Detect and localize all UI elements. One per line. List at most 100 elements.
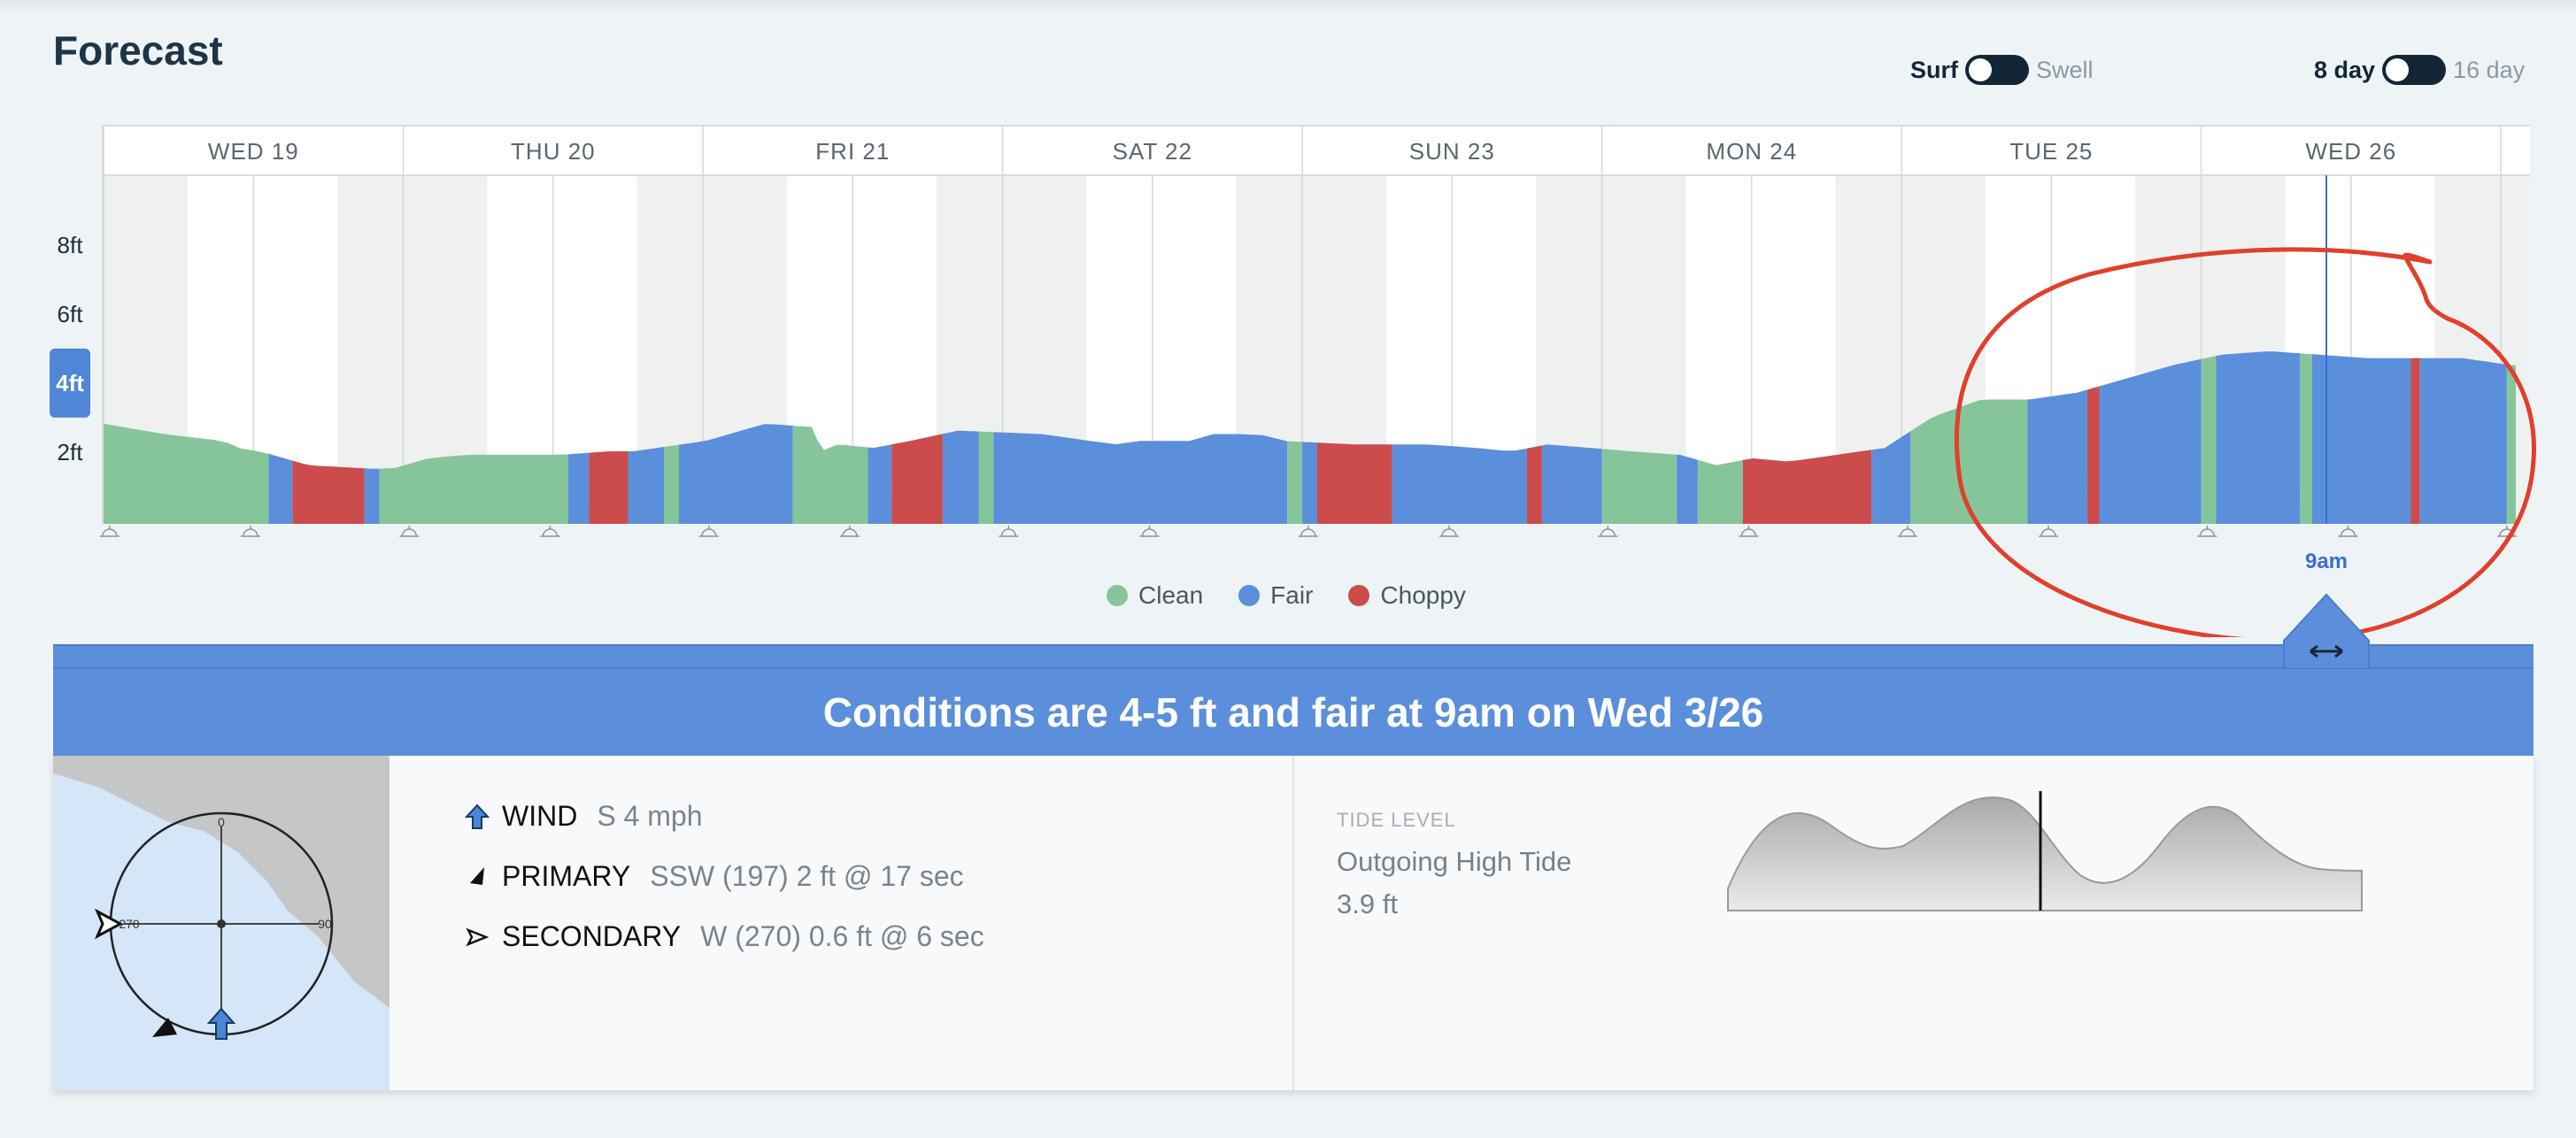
sunset-icon (999, 526, 1019, 537)
day-label-2: FRI 21 (815, 138, 890, 165)
16-day-label[interactable]: 16 day (2453, 56, 2526, 83)
spot-compass-map: 0 90 270 (53, 756, 389, 1090)
condition-segment-clean (1287, 441, 1303, 524)
condition-segment-fair (2099, 358, 2202, 524)
condition-segment-fair (1302, 442, 1317, 524)
primary-swell-arrow-icon (152, 1018, 177, 1037)
sunset-icon (1897, 526, 1917, 537)
condition-segment-fair (1392, 444, 1527, 524)
condition-segment-choppy (2410, 358, 2420, 524)
condition-segment-fair (2419, 358, 2507, 524)
condition-segment-choppy (2086, 386, 2100, 524)
sunset-icon (1298, 526, 1318, 537)
day-label-4: SUN 23 (1409, 138, 1495, 165)
day-label-6: TUE 25 (2009, 138, 2093, 165)
sunset-icon (1598, 526, 1618, 537)
details-panel: 0 90 270 WIND S 4 mph PRIMARY SSW (197) … (53, 756, 2534, 1090)
conditions-banner: Conditions are 4-5 ft and fair at 9am on… (53, 644, 2534, 757)
condition-segment-clean (379, 454, 568, 524)
chart-legend: Clean Fair Choppy (1107, 581, 1501, 610)
day-range-toggle[interactable]: 8 day 16 day (2314, 55, 2525, 85)
condition-segment-choppy (292, 460, 365, 524)
sunset-icon (399, 526, 420, 537)
condition-segment-clean (2300, 353, 2312, 524)
sunrise-icon (839, 526, 860, 537)
condition-segment-fair (2027, 389, 2087, 524)
wind-row: WIND S 4 mph (465, 800, 702, 833)
forecast-chart[interactable]: 8ft 6ft 4ft 2ft WED 19 THU 20 FRI 21 SAT 22 SUN… (0, 0, 2576, 637)
condition-segment-clean (2506, 364, 2516, 524)
sunrise-icon (1739, 526, 1759, 537)
wind-value: S 4 mph (597, 800, 703, 832)
legend-clean: Clean (1107, 581, 1203, 610)
filled-arrow-icon (470, 866, 484, 885)
legend-clean-label: Clean (1138, 581, 1204, 609)
condition-segment-choppy (589, 451, 629, 524)
legend-fair-label: Fair (1270, 581, 1314, 609)
condition-segment-fair (364, 468, 380, 524)
condition-segment-clean (1707, 459, 1743, 524)
tide-level-label: TIDE LEVEL (1337, 809, 1456, 831)
time-scrubber-handle[interactable] (2282, 591, 2371, 669)
condition-segment-fair (268, 453, 293, 524)
switch-knob (2386, 58, 2410, 81)
switch-knob (1969, 58, 1992, 81)
land-shape (53, 756, 389, 1008)
legend-fair-dot (1238, 585, 1261, 606)
legend-clean-dot (1107, 585, 1128, 606)
swell-label[interactable]: Swell (2036, 56, 2094, 83)
surf-swell-switch[interactable] (1965, 55, 2029, 85)
condition-segment-clean (978, 431, 994, 524)
day-label-0: WED 19 (208, 138, 299, 165)
condition-segment-clean (1910, 399, 2028, 524)
condition-segment-clean (1601, 449, 1677, 524)
primary-value: SSW (197) 2 ft @ 17 sec (650, 860, 964, 892)
sunrise-icon (1139, 526, 1160, 537)
secondary-label: SECONDARY (502, 920, 682, 952)
condition-segment-clean (1697, 459, 1708, 524)
condition-segment-fair (2216, 351, 2301, 524)
drag-horizontal-icon (2310, 644, 2343, 658)
compass-n: 0 (218, 815, 225, 829)
y-tick-2ft: 2ft (58, 439, 84, 465)
compass-e: 90 (318, 917, 332, 931)
sunrise-icon (240, 526, 260, 537)
secondary-swell-arrow-icon (94, 908, 124, 940)
secondary-row: SECONDARY W (270) 0.6 ft @ 6 sec (465, 920, 984, 953)
tide-state: Outgoing High Tide (1337, 846, 1572, 877)
condition-segment-choppy (1317, 442, 1392, 524)
annotation-circle (1954, 247, 2536, 637)
tide-height: 3.9 ft (1337, 888, 1398, 919)
selected-height-chip (50, 348, 90, 418)
legend-choppy: Choppy (1348, 581, 1466, 610)
condition-segment-fair (868, 444, 892, 524)
condition-segment-fair (678, 424, 793, 524)
day-label-5: MON 24 (1706, 138, 1797, 165)
banner-divider (53, 667, 2534, 669)
sunrise-icon (2038, 526, 2058, 537)
compass-w: 270 (119, 917, 140, 931)
day-range-switch[interactable] (2382, 55, 2447, 85)
day-label-1: THU 20 (511, 138, 596, 165)
sunrise-icon (540, 526, 560, 537)
sunset-icon (2197, 526, 2217, 537)
condition-segment-choppy (891, 434, 943, 524)
sunset-icon (99, 526, 120, 537)
secondary-value: W (270) 0.6 ft @ 6 sec (700, 920, 984, 952)
conditions-headline: Conditions are 4-5 ft and fair at 9am on… (822, 689, 1764, 735)
primary-label: PRIMARY (502, 860, 631, 892)
surf-label[interactable]: Surf (1910, 56, 1958, 83)
y-tick-4ft: 4ft (56, 370, 84, 396)
wind-label: WIND (502, 800, 578, 832)
condition-segment-clean (792, 426, 868, 524)
day-label-3: SAT 22 (1113, 138, 1192, 165)
surf-swell-toggle[interactable]: Surf Swell (1910, 55, 2094, 85)
tide-curve (1727, 796, 2363, 911)
y-tick-6ft: 6ft (58, 301, 84, 327)
sunrise-icon (2338, 526, 2358, 537)
condition-segment-choppy (1742, 450, 1872, 524)
condition-segment-fair (2311, 354, 2411, 524)
wind-arrow-icon (206, 1007, 236, 1040)
8-day-label[interactable]: 8 day (2314, 56, 2376, 83)
sunrise-icon (1438, 526, 1459, 537)
